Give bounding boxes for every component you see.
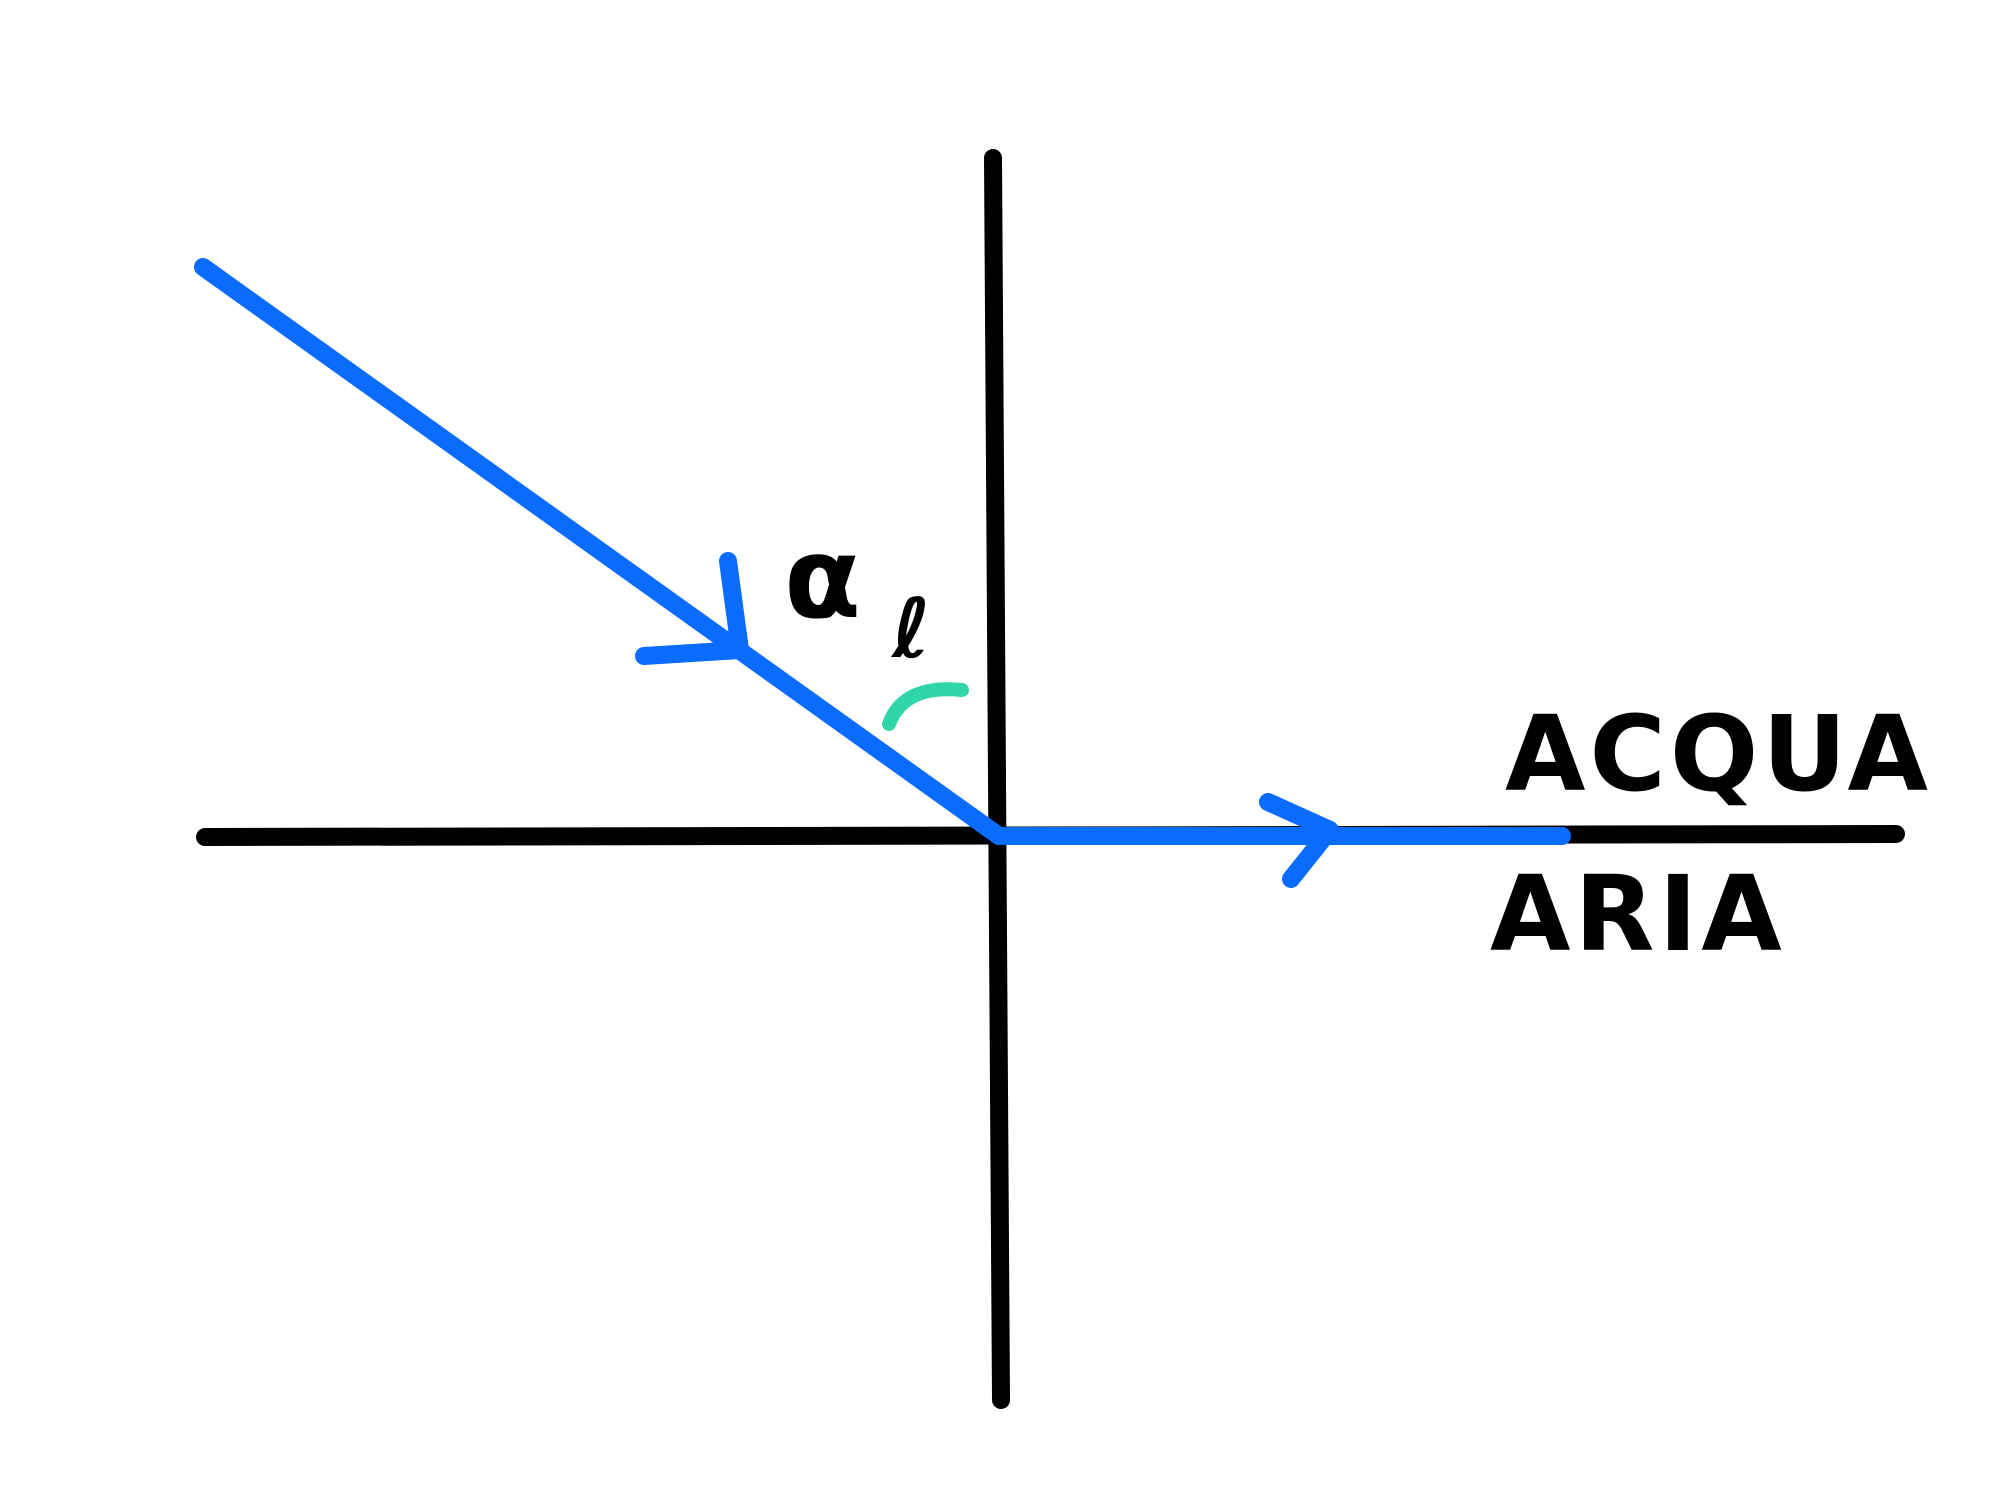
refracted-arrowhead bbox=[1259, 793, 1339, 888]
angle-symbol: α bbox=[784, 514, 861, 644]
lower-medium-label: ARIA bbox=[1490, 853, 1786, 975]
incident-ray bbox=[194, 258, 1008, 845]
angle-subscript: ℓ bbox=[890, 582, 931, 677]
upper-medium-label: ACQUA bbox=[1505, 693, 1932, 815]
incident-arrowhead bbox=[635, 552, 749, 665]
vertical-normal-line bbox=[984, 149, 1010, 1409]
angle-arc bbox=[882, 682, 969, 731]
